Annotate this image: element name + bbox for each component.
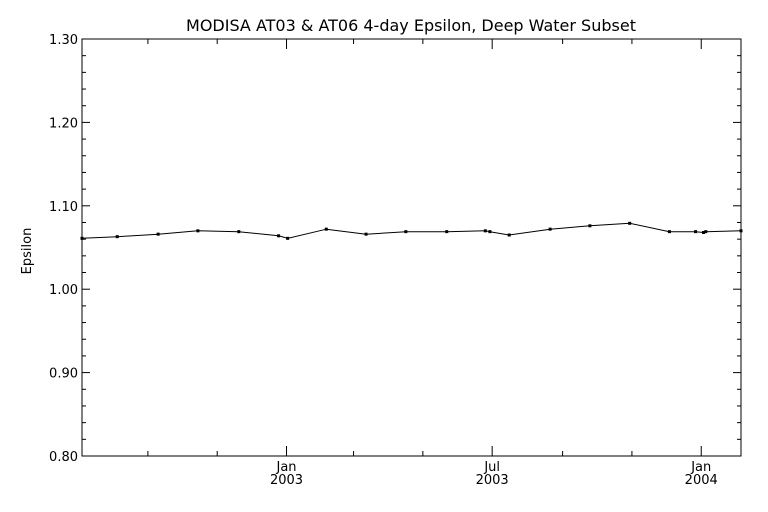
y-tick-label: 1.20 [49,116,78,131]
y-tick-label: 1.30 [49,33,78,48]
x-tick-year: 2003 [270,473,303,488]
data-point [237,230,241,234]
data-point [704,230,708,234]
data-point [196,229,200,233]
data-point [488,230,492,234]
series-group [80,221,743,240]
x-tick-month: Jul [483,460,500,475]
x-tick-month: Jan [690,460,711,475]
data-point [667,230,671,234]
data-point [445,230,449,234]
data-point [628,221,632,225]
data-point [80,236,84,240]
x-tick-month: Jan [275,460,296,475]
y-tick-label: 1.00 [49,283,78,298]
data-point [694,230,698,234]
data-point [324,227,328,231]
data-point [588,224,592,228]
data-point [702,230,706,234]
x-tick-year: 2004 [685,473,718,488]
data-point [364,232,368,236]
data-point [156,232,160,236]
y-axis-ticks: 0.80 0.90 1.00 1.10 1.20 1.30 [49,33,741,465]
y-tick-label: 0.80 [49,450,78,465]
y-axis-label: Epsilon [20,228,35,275]
y-tick-label: 1.10 [49,200,78,215]
data-point [739,229,743,233]
data-point [548,227,552,231]
data-point [115,235,119,239]
data-point [277,234,281,238]
data-point [507,233,511,237]
data-point [286,236,290,240]
x-tick-year: 2003 [476,473,509,488]
series-line [81,222,742,239]
y-tick-label: 0.90 [49,367,78,382]
data-point [483,229,487,233]
chart-title: MODISA AT03 & AT06 4-day Epsilon, Deep W… [186,16,636,35]
plot-frame [81,38,742,457]
data-point [404,230,408,234]
